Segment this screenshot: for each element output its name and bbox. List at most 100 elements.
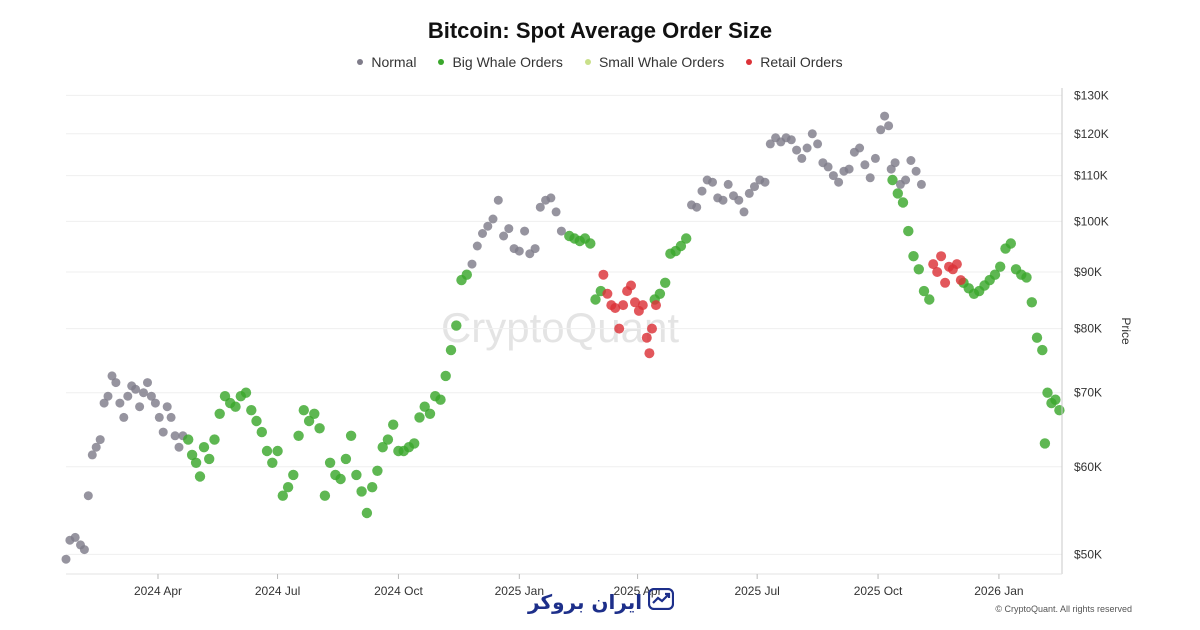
data-point xyxy=(744,188,754,198)
data-point xyxy=(590,294,601,305)
data-point xyxy=(103,391,113,401)
data-point xyxy=(256,426,267,438)
data-point xyxy=(504,224,514,234)
x-axis: 2024 Apr 2024 Jul 2024 Oct 2025 Jan 2025 Apr… xyxy=(66,573,1062,598)
data-point xyxy=(765,139,775,149)
data-point xyxy=(367,482,378,493)
data-point xyxy=(146,391,156,401)
data-point xyxy=(356,486,367,497)
data-point xyxy=(186,449,198,461)
data-point xyxy=(637,300,648,311)
data-point xyxy=(989,269,1001,280)
data-point xyxy=(1005,238,1016,249)
data-point xyxy=(535,202,545,212)
y-axis: $50K $60K $70K $80K $90K $100K $110K $120K $130K xyxy=(1061,88,1109,574)
data-point xyxy=(131,384,141,394)
legend-marker-small-whale xyxy=(584,59,591,65)
data-point xyxy=(372,465,383,476)
data-point xyxy=(651,300,661,311)
legend-item-big-whale[interactable]: Big Whale Orders xyxy=(438,54,563,70)
data-point xyxy=(718,195,728,205)
data-point xyxy=(626,280,636,291)
data-point xyxy=(170,431,180,441)
data-point xyxy=(1039,438,1051,449)
data-point xyxy=(928,259,939,270)
data-point xyxy=(261,445,273,457)
y-tick-label: $90K xyxy=(1074,265,1102,279)
data-point xyxy=(277,490,288,501)
data-point xyxy=(461,269,472,280)
data-point xyxy=(1037,344,1048,356)
data-point xyxy=(190,457,202,468)
data-point xyxy=(585,238,596,249)
data-points xyxy=(61,111,1065,564)
data-point xyxy=(488,214,498,224)
chart-trend-icon xyxy=(648,587,675,615)
data-point xyxy=(802,143,812,153)
data-point xyxy=(107,371,117,381)
data-point xyxy=(610,303,621,313)
data-point xyxy=(230,401,241,412)
data-point xyxy=(675,240,687,252)
legend-item-retail[interactable]: Retail Orders xyxy=(746,54,843,70)
data-point xyxy=(807,129,817,139)
data-point xyxy=(855,143,865,153)
footer-logo-text: ایران بروکر xyxy=(528,589,643,614)
data-point xyxy=(272,445,283,457)
y-tick-label: $100K xyxy=(1074,214,1109,228)
data-point xyxy=(932,267,943,277)
data-point xyxy=(1050,394,1061,405)
data-point xyxy=(119,412,129,422)
data-point xyxy=(351,469,362,481)
y-axis-label: Price xyxy=(1119,317,1133,345)
y-tick-label: $60K xyxy=(1074,460,1102,474)
data-point xyxy=(139,388,148,398)
x-tick-label: 2024 Oct xyxy=(374,584,423,598)
data-point xyxy=(865,173,875,183)
data-point xyxy=(936,251,947,262)
y-tick-label: $120K xyxy=(1074,127,1109,141)
legend-label-normal: Normal xyxy=(371,54,417,70)
data-point xyxy=(267,457,278,468)
data-point xyxy=(940,277,951,288)
data-point xyxy=(377,442,388,453)
data-point xyxy=(472,241,482,251)
data-point xyxy=(198,442,210,453)
legend-item-small-whale[interactable]: Small Whale Orders xyxy=(584,54,724,70)
data-point xyxy=(995,261,1006,272)
data-point xyxy=(1042,387,1053,398)
data-point xyxy=(335,473,346,485)
data-point xyxy=(493,195,503,205)
data-point xyxy=(697,186,707,196)
data-point xyxy=(251,415,262,427)
gridlines xyxy=(66,94,1062,555)
data-point xyxy=(520,226,530,236)
data-point xyxy=(602,288,613,299)
data-point xyxy=(183,434,194,445)
data-point xyxy=(214,408,225,419)
data-point xyxy=(876,125,886,135)
data-point xyxy=(324,457,336,468)
data-point xyxy=(467,259,477,269)
data-point xyxy=(708,177,717,187)
data-point xyxy=(70,532,80,542)
x-tick-label: 2024 Apr xyxy=(134,584,182,598)
data-point xyxy=(750,182,759,192)
legend-marker-normal xyxy=(357,59,364,65)
data-point xyxy=(424,408,436,419)
legend-item-normal[interactable]: Normal xyxy=(357,54,416,70)
data-point xyxy=(913,264,924,275)
data-point xyxy=(158,427,168,437)
data-point xyxy=(598,269,609,280)
data-point xyxy=(911,166,921,176)
data-point xyxy=(240,387,252,398)
copyright-text: © CryptoQuant. All rights reserved xyxy=(995,604,1132,614)
y-tick-label: $70K xyxy=(1074,386,1102,400)
data-point xyxy=(908,251,919,262)
data-point xyxy=(880,111,890,121)
data-point xyxy=(797,153,807,163)
data-point xyxy=(644,348,655,359)
data-point xyxy=(83,491,93,501)
data-point xyxy=(828,171,838,181)
